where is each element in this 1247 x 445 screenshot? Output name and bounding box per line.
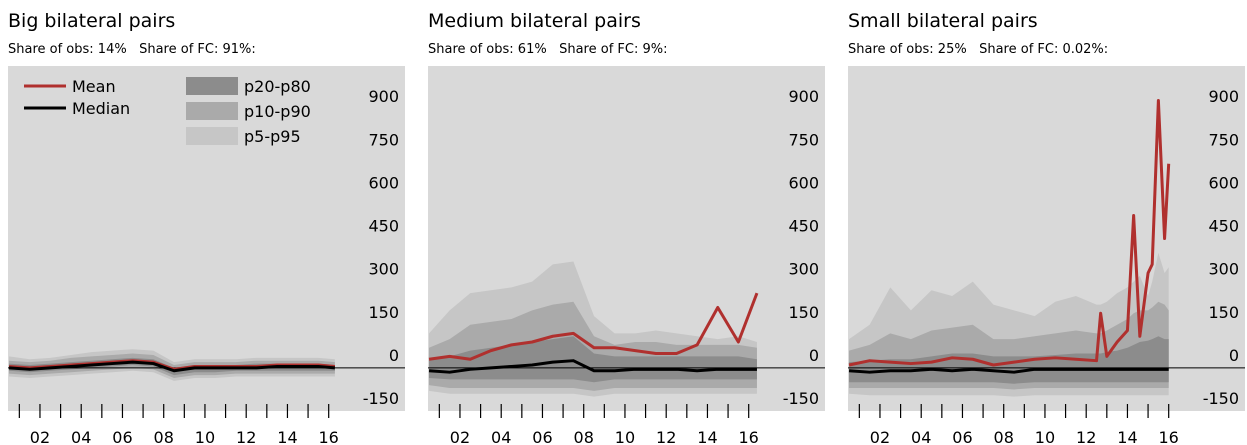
- y-tick-label: 600: [1208, 173, 1239, 192]
- legend-label: Mean: [72, 77, 116, 96]
- y-tick-label: 750: [368, 130, 399, 149]
- y-tick-label: 600: [368, 173, 399, 192]
- panel-subtitle: Share of obs: 25% Share of FC: 0.02%:: [848, 42, 1108, 57]
- x-tick-label: 06: [112, 428, 132, 445]
- y-tick-label: 900: [1208, 87, 1239, 106]
- panel: -150 0 150 300 450 600 750 900 02 04 06 08 10 12 14 16 M…: [428, 10, 825, 445]
- x-tick-label: 02: [870, 428, 890, 445]
- y-tick-label: 450: [788, 217, 819, 236]
- y-tick-label: 150: [1208, 303, 1239, 322]
- y-tick-label: 150: [368, 303, 399, 322]
- panel-title: Big bilateral pairs: [8, 10, 175, 32]
- x-tick-label: 04: [911, 428, 931, 445]
- y-tick-label: 900: [788, 87, 819, 106]
- y-tick-label: -150: [783, 389, 819, 408]
- y-tick-label: -150: [363, 389, 399, 408]
- legend-swatch: [186, 127, 238, 145]
- x-tick-label: 08: [994, 428, 1014, 445]
- legend-label: p5-p95: [244, 127, 301, 146]
- plot-background: [8, 66, 405, 411]
- y-tick-label: 450: [1208, 217, 1239, 236]
- legend: Mean Median p20-p80 p10-p90 p5-p95: [24, 77, 311, 146]
- y-tick-label: 150: [788, 303, 819, 322]
- x-tick-label: 12: [1076, 428, 1096, 445]
- panel-title: Small bilateral pairs: [848, 10, 1038, 32]
- y-tick-label: 300: [368, 260, 399, 279]
- x-tick-label: 04: [491, 428, 511, 445]
- x-tick-label: 10: [1035, 428, 1055, 445]
- x-tick-label: 16: [1159, 428, 1179, 445]
- x-tick-label: 14: [697, 428, 717, 445]
- line: [428, 359, 757, 374]
- x-tick-label: 14: [277, 428, 297, 445]
- legend-swatch: [186, 102, 238, 120]
- x-tick-label: 10: [195, 428, 215, 445]
- legend-label: p10-p90: [244, 102, 311, 121]
- x-tick-label: 02: [450, 428, 470, 445]
- panel-subtitle: Share of obs: 14% Share of FC: 91%:: [8, 42, 256, 57]
- x-tick-label: 06: [532, 428, 552, 445]
- y-tick-label: 0: [389, 346, 399, 365]
- y-tick-label: 900: [368, 87, 399, 106]
- x-tick-label: 16: [319, 428, 339, 445]
- x-tick-label: 08: [154, 428, 174, 445]
- band: [9, 357, 335, 376]
- panel-subtitle: Share of obs: 61% Share of FC: 9%:: [428, 42, 667, 57]
- band: [9, 353, 335, 378]
- y-tick-label: 750: [788, 130, 819, 149]
- line: [428, 292, 759, 361]
- x-tick-label: 08: [574, 428, 594, 445]
- legend-label: p20-p80: [244, 77, 311, 96]
- legend-label: Median: [72, 99, 130, 118]
- y-tick-label: 300: [1208, 260, 1239, 279]
- x-tick-label: 14: [1117, 428, 1137, 445]
- x-tick-label: 06: [952, 428, 972, 445]
- y-tick-label: 600: [788, 173, 819, 192]
- band: [849, 336, 1169, 384]
- y-tick-label: 300: [788, 260, 819, 279]
- x-tick-label: 10: [615, 428, 635, 445]
- panel-title: Medium bilateral pairs: [428, 10, 641, 32]
- x-tick-label: 04: [71, 428, 91, 445]
- x-tick-label: 16: [739, 428, 759, 445]
- y-tick-label: 750: [1208, 130, 1239, 149]
- line: [848, 99, 1171, 367]
- panel: -150 0 150 300 450 600 750 900 02 04 06 08 10 12 14 16 S…: [848, 10, 1245, 445]
- x-tick-label: 12: [236, 428, 256, 445]
- y-tick-label: -150: [1203, 389, 1239, 408]
- legend-swatch: [186, 77, 238, 95]
- x-tick-label: 02: [30, 428, 50, 445]
- y-tick-label: 450: [368, 217, 399, 236]
- x-tick-label: 12: [656, 428, 676, 445]
- panel: -150 0 150 300 450 600 750 900 02 04 06 08 10 12 14 16 B…: [8, 10, 405, 445]
- y-tick-label: 0: [809, 346, 819, 365]
- line: [8, 360, 336, 373]
- y-tick-label: 0: [1229, 346, 1239, 365]
- line: [848, 367, 1169, 374]
